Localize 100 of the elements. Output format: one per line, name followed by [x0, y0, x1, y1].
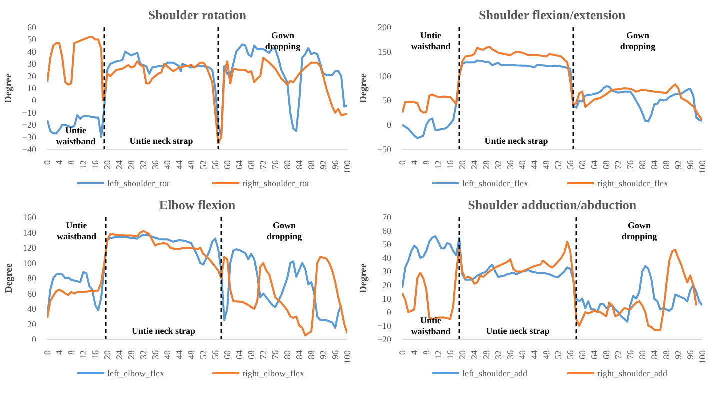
- y-tick-label: −50: [377, 144, 392, 154]
- x-tick-label: 40: [518, 350, 528, 360]
- x-tick-label: 52: [198, 350, 208, 360]
- chart-title: Shoulder rotation: [148, 8, 248, 22]
- x-tick-label: 0: [42, 350, 52, 355]
- x-tick-label: 48: [542, 350, 552, 360]
- y-tick-label: −20: [377, 334, 392, 344]
- x-tick-label: 12: [78, 160, 88, 170]
- annotation: Untie neck strap: [486, 326, 550, 336]
- y-tick-label: −30: [22, 132, 37, 142]
- y-tick-label: −10: [22, 108, 37, 118]
- y-tick-label: 10: [382, 294, 392, 304]
- x-tick-label: 68: [246, 160, 256, 170]
- legend-label: right_elbow_flex: [242, 368, 305, 378]
- x-tick-label: 56: [566, 350, 576, 360]
- x-tick-label: 48: [186, 160, 196, 170]
- x-tick-label: 36: [506, 160, 516, 170]
- x-tick-label: 24: [470, 160, 480, 170]
- x-tick-label: 84: [294, 160, 304, 170]
- y-tick-label: 40: [28, 304, 37, 314]
- x-tick-label: 24: [470, 350, 480, 360]
- x-tick-label: 16: [446, 350, 456, 360]
- x-tick-label: 36: [506, 350, 516, 360]
- y-axis-title: Degree: [358, 263, 370, 294]
- x-tick-label: 44: [530, 350, 540, 360]
- annotation: Untie neck strap: [484, 136, 548, 146]
- y-tick-label: 200: [378, 22, 392, 32]
- y-tick-label: 40: [382, 253, 392, 264]
- x-tick-label: 96: [686, 160, 696, 170]
- legend-label: right_shoulder_rot: [242, 178, 310, 188]
- x-tick-label: 28: [482, 160, 492, 170]
- y-tick-label: 60: [28, 22, 37, 32]
- y-tick-label: 20: [382, 280, 392, 290]
- annotation: Untie waistband: [56, 220, 97, 242]
- x-tick-label: 4: [410, 160, 420, 165]
- y-tick-label: 160: [23, 212, 37, 222]
- x-tick-label: 96: [686, 350, 696, 360]
- annotation: Untie neck strap: [130, 136, 194, 146]
- x-tick-label: 88: [306, 160, 316, 170]
- x-tick-label: 40: [518, 160, 528, 170]
- y-tick-label: 40: [28, 46, 37, 57]
- x-tick-label: 100: [698, 350, 708, 364]
- x-tick-label: 76: [270, 160, 280, 170]
- x-tick-label: 80: [282, 350, 292, 360]
- x-tick-label: 4: [410, 350, 420, 355]
- x-tick-label: 32: [494, 160, 504, 170]
- y-tick-label: 30: [382, 266, 392, 277]
- x-tick-label: 16: [90, 350, 100, 360]
- x-tick-label: 84: [294, 350, 304, 360]
- x-tick-label: 40: [162, 350, 172, 360]
- x-tick-label: 8: [422, 160, 432, 165]
- x-tick-label: 84: [650, 160, 660, 170]
- y-tick-label: −20: [22, 120, 37, 130]
- x-tick-label: 68: [602, 160, 612, 170]
- legend-label: right_shoulder_add: [598, 368, 668, 378]
- x-tick-label: 8: [422, 350, 432, 355]
- y-tick-label: 50: [28, 34, 37, 45]
- annotation: Gown dropping: [622, 220, 658, 242]
- line-series: [402, 60, 702, 140]
- x-tick-label: 80: [638, 160, 648, 170]
- x-tick-label: 88: [662, 160, 672, 170]
- x-tick-label: 24: [114, 350, 124, 360]
- x-tick-label: 56: [210, 350, 220, 360]
- legend-label: left_shoulder_rot: [108, 178, 170, 188]
- x-tick-label: 100: [342, 160, 352, 174]
- y-tick-label: 100: [378, 71, 392, 82]
- x-tick-label: 48: [542, 160, 552, 170]
- legend-label: left_shoulder_add: [462, 368, 528, 378]
- x-tick-label: 64: [590, 350, 600, 360]
- x-tick-label: 100: [342, 350, 352, 364]
- y-tick-label: 20: [28, 71, 37, 82]
- x-tick-label: 60: [578, 160, 588, 170]
- x-tick-label: 56: [210, 160, 220, 170]
- x-tick-label: 36: [150, 350, 160, 360]
- x-tick-label: 8: [66, 160, 76, 165]
- x-tick-label: 92: [318, 160, 328, 170]
- legend-label: right_shoulder_flex: [598, 178, 669, 188]
- y-axis-title: Degree: [3, 73, 14, 104]
- y-tick-label: 50: [382, 240, 392, 250]
- y-axis-title: Degree: [358, 73, 370, 104]
- x-tick-label: 20: [102, 160, 112, 170]
- x-tick-label: 32: [138, 160, 148, 170]
- x-tick-label: 0: [398, 160, 408, 165]
- x-tick-label: 52: [554, 160, 564, 170]
- x-tick-label: 56: [566, 160, 576, 170]
- y-tick-label: 0: [387, 307, 392, 318]
- x-tick-label: 20: [458, 350, 468, 360]
- x-tick-label: 76: [626, 350, 636, 360]
- x-tick-label: 96: [330, 350, 340, 360]
- x-tick-label: 72: [614, 160, 624, 170]
- y-tick-label: 10: [28, 84, 37, 94]
- chart-title: Shoulder flexion/extension: [479, 8, 627, 22]
- y-axis-title: Degree: [4, 263, 15, 294]
- x-tick-label: 52: [198, 160, 208, 170]
- x-tick-label: 44: [530, 160, 540, 170]
- x-tick-label: 88: [662, 350, 672, 360]
- y-tick-label: 60: [382, 226, 392, 236]
- annotation: Gown dropping: [265, 30, 302, 52]
- x-tick-label: 20: [458, 160, 468, 170]
- x-tick-label: 40: [162, 160, 172, 170]
